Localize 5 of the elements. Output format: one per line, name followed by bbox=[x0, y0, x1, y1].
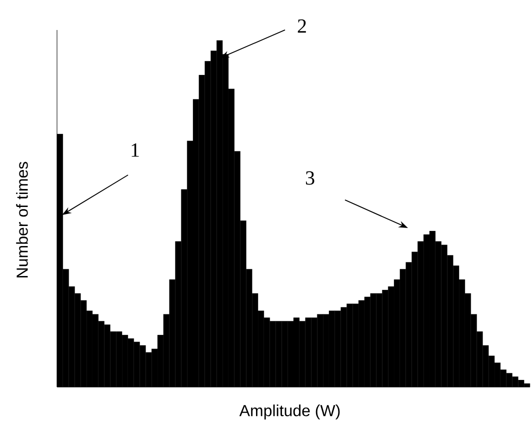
y-axis-title: Number of times bbox=[16, 162, 28, 278]
annotation: 3 bbox=[306, 171, 314, 185]
x-axis-title: Amplitude (W) bbox=[239, 404, 340, 420]
annotation: 1 bbox=[132, 143, 139, 157]
text: 2 bbox=[298, 19, 306, 33]
